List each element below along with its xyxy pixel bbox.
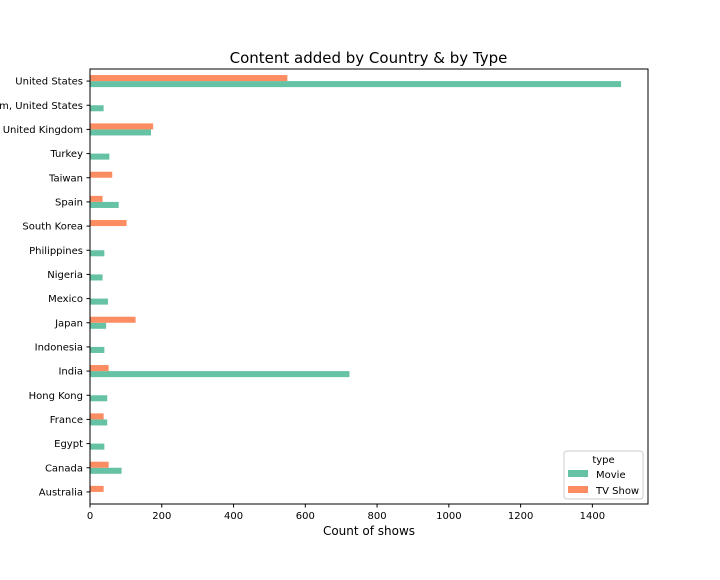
bar-tv-show-taiwan <box>90 171 113 178</box>
bar-tv-show-canada <box>90 461 109 468</box>
bar-movie-india <box>90 371 350 378</box>
y-tick-label: India <box>58 367 83 378</box>
bar-movie-united-kingdom <box>90 129 152 136</box>
bar-movie-japan <box>90 322 107 329</box>
bar-movie-hong-kong <box>90 395 108 402</box>
legend-label-movie: Movie <box>596 470 626 481</box>
y-tick-label: Mexico <box>48 294 83 305</box>
x-tick-label: 1200 <box>508 511 533 522</box>
bar-movie-nigeria <box>90 274 103 281</box>
x-tick-label: 400 <box>224 511 243 522</box>
y-tick-label: United Kingdom <box>3 125 83 136</box>
y-tick-label: Nigeria <box>47 270 83 281</box>
bar-movie-united-kingdom-united-states <box>90 105 104 112</box>
y-tick-label: United Kingdom, United States <box>0 101 83 112</box>
y-tick-label: Japan <box>54 318 83 329</box>
legend-label-tvshow: TV Show <box>595 486 639 497</box>
bar-tv-show-spain <box>90 195 103 202</box>
legend-swatch-movie <box>568 470 588 477</box>
x-tick-label: 1000 <box>436 511 461 522</box>
bar-movie-mexico <box>90 298 108 305</box>
y-tick-label: Australia <box>39 487 83 498</box>
bar-movie-philippines <box>90 250 105 257</box>
plot-frame <box>89 68 649 505</box>
x-tick-label: 600 <box>296 511 315 522</box>
y-tick-label: Hong Kong <box>29 391 83 402</box>
y-tick-label: Turkey <box>49 149 83 160</box>
bar-tv-show-australia <box>90 485 104 492</box>
y-tick-label: Philippines <box>29 246 83 257</box>
bar-tv-show-india <box>90 365 109 372</box>
chart-title: Content added by Country & by Type <box>230 49 508 67</box>
bar-movie-united-states <box>90 81 622 88</box>
bar-tv-show-japan <box>90 316 136 323</box>
bar-movie-france <box>90 419 108 426</box>
bar-movie-egypt <box>90 443 105 450</box>
y-tick-label: Taiwan <box>48 173 83 184</box>
bar-tv-show-france <box>90 413 104 420</box>
y-tick-label: United States <box>15 77 83 88</box>
y-axis: Australia Canada Egypt France Hong Kong India… <box>0 77 90 498</box>
y-tick-label: Canada <box>45 463 83 474</box>
bar-tv-show-united-states <box>90 75 288 82</box>
x-tick-label: 0 <box>87 511 93 522</box>
x-tick-label: 800 <box>368 511 387 522</box>
bar-movie-canada <box>90 467 122 474</box>
x-tick-label: 200 <box>152 511 171 522</box>
y-tick-label: Spain <box>55 197 83 208</box>
bar-tv-show-united-kingdom <box>90 123 154 130</box>
bar-tv-show-south-korea <box>90 220 127 227</box>
x-axis: 0 200 400 600 800 1000 1200 1400 <box>87 504 605 522</box>
bars-layer <box>90 75 622 492</box>
legend-title: type <box>592 455 614 466</box>
bar-movie-turkey <box>90 153 110 160</box>
x-axis-label: Count of shows <box>323 524 415 538</box>
y-tick-label: Indonesia <box>35 342 83 353</box>
x-tick-label: 1400 <box>580 511 605 522</box>
y-tick-label: Egypt <box>54 439 83 450</box>
legend: type Movie TV Show <box>563 450 644 500</box>
y-tick-label: South Korea <box>22 222 83 233</box>
bar-movie-spain <box>90 201 119 208</box>
bar-movie-indonesia <box>90 346 105 353</box>
legend-swatch-tvshow <box>568 486 588 493</box>
y-tick-label: France <box>50 415 83 426</box>
